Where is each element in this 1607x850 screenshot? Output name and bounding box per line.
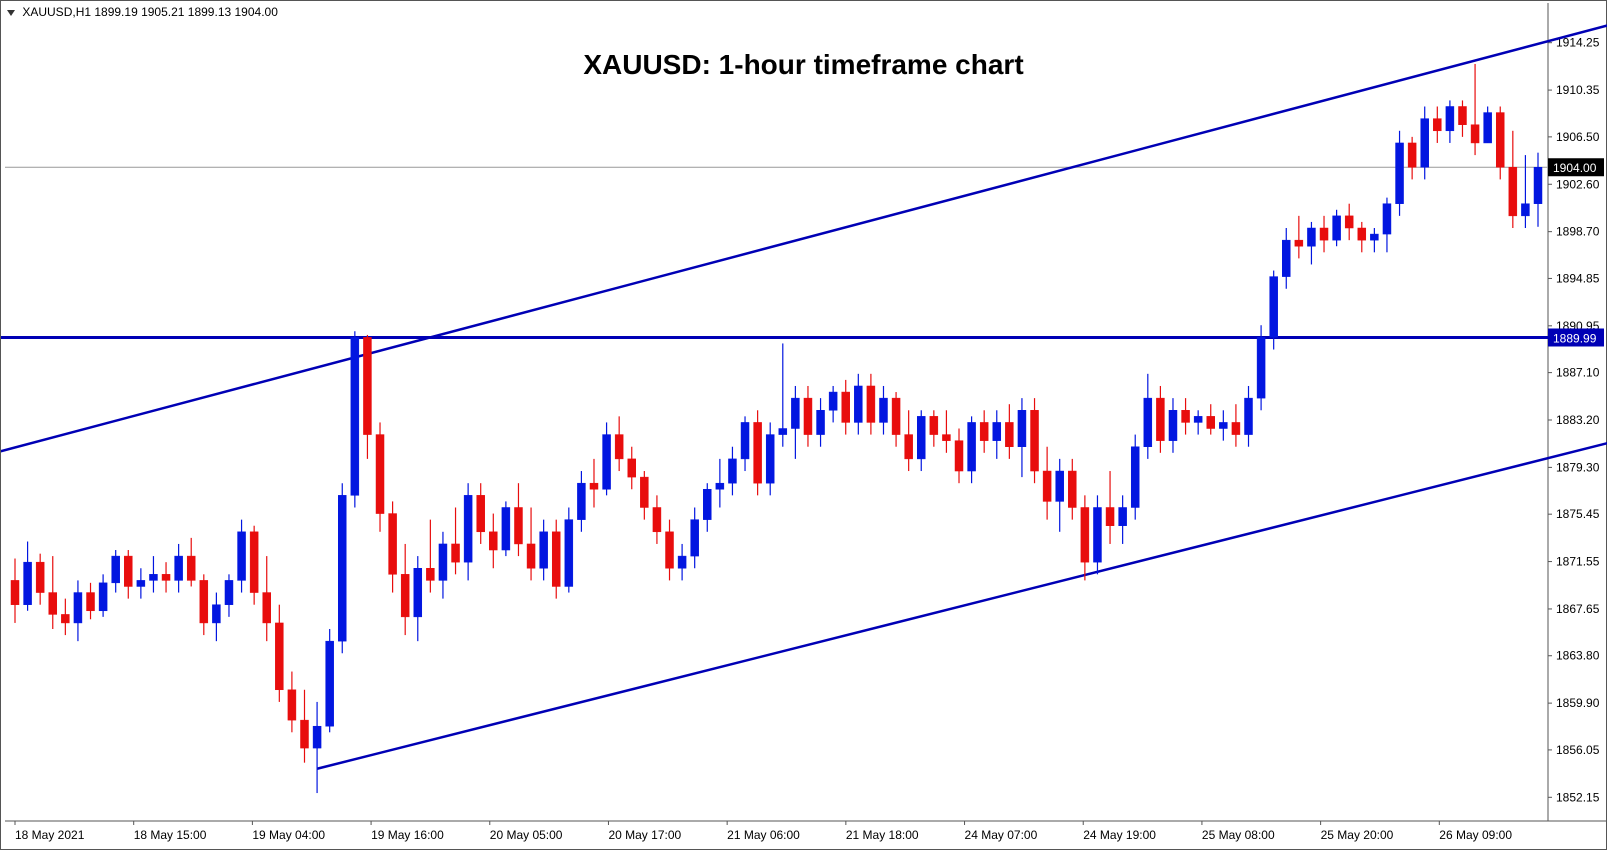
svg-text:24 May 07:00: 24 May 07:00 [965, 828, 1038, 842]
svg-text:26 May 09:00: 26 May 09:00 [1439, 828, 1512, 842]
svg-text:1859.90: 1859.90 [1556, 696, 1600, 710]
svg-text:1856.05: 1856.05 [1556, 743, 1600, 757]
svg-text:1875.45: 1875.45 [1556, 507, 1600, 521]
chart-container[interactable]: XAUUSD,H1 1899.19 1905.21 1899.13 1904.0… [0, 0, 1607, 850]
svg-text:1910.35: 1910.35 [1556, 83, 1600, 97]
svg-text:19 May 16:00: 19 May 16:00 [371, 828, 444, 842]
svg-text:1898.70: 1898.70 [1556, 225, 1600, 239]
svg-text:1906.50: 1906.50 [1556, 130, 1600, 144]
svg-text:20 May 05:00: 20 May 05:00 [490, 828, 563, 842]
svg-text:1894.85: 1894.85 [1556, 271, 1600, 285]
chart-plot[interactable]: 1852.15 1856.05 1859.90 1863.80 1867.65 1871.… [1, 1, 1607, 850]
svg-text:21 May 06:00: 21 May 06:00 [727, 828, 800, 842]
svg-text:1902.60: 1902.60 [1556, 177, 1600, 191]
svg-text:1889.99: 1889.99 [1553, 331, 1597, 345]
svg-text:1863.80: 1863.80 [1556, 649, 1600, 663]
svg-text:1883.20: 1883.20 [1556, 413, 1600, 427]
svg-text:21 May 18:00: 21 May 18:00 [846, 828, 919, 842]
svg-text:25 May 20:00: 25 May 20:00 [1321, 828, 1394, 842]
svg-text:1871.55: 1871.55 [1556, 555, 1600, 569]
svg-text:18 May 15:00: 18 May 15:00 [134, 828, 207, 842]
svg-text:1887.10: 1887.10 [1556, 366, 1600, 380]
svg-text:19 May 04:00: 19 May 04:00 [252, 828, 325, 842]
svg-text:24 May 19:00: 24 May 19:00 [1083, 828, 1156, 842]
svg-text:20 May 17:00: 20 May 17:00 [608, 828, 681, 842]
svg-text:25 May 08:00: 25 May 08:00 [1202, 828, 1275, 842]
svg-text:1867.65: 1867.65 [1556, 602, 1600, 616]
svg-text:1904.00: 1904.00 [1553, 161, 1597, 175]
svg-text:18 May 2021: 18 May 2021 [15, 828, 85, 842]
svg-text:1852.15: 1852.15 [1556, 790, 1600, 804]
svg-text:1879.30: 1879.30 [1556, 460, 1600, 474]
